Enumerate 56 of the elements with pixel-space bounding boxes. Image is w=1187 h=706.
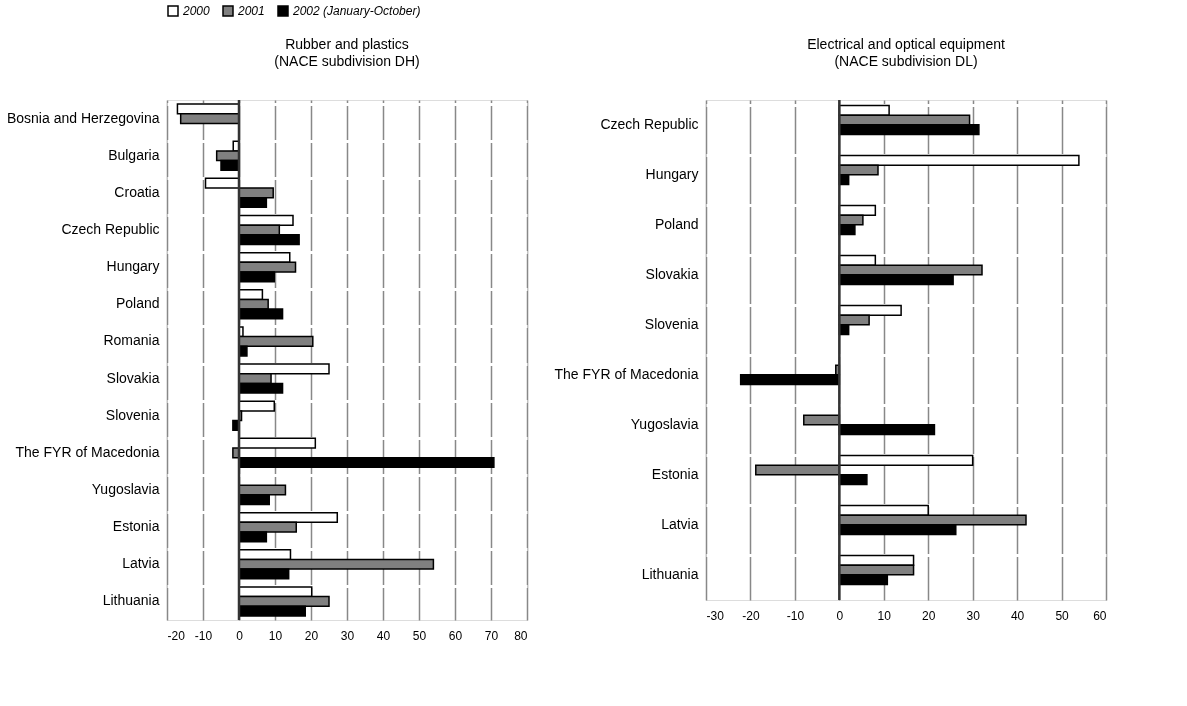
y-tick-label: Latvia: [122, 555, 160, 572]
chart-title: Electrical and optical equipment: [807, 35, 1005, 52]
x-tick-label: 30: [340, 628, 355, 643]
y-tick-label: The FYR of Macedonia: [15, 443, 160, 460]
x-tick-label: 40: [1010, 608, 1025, 623]
y-tick-label: The FYR of Macedonia: [554, 366, 699, 382]
chart-subtitle: (NACE subdivision DL): [834, 52, 978, 69]
x-tick-label: 20: [922, 608, 936, 623]
x-tick-label: -30: [706, 608, 725, 623]
y-tick-label: Czech Republic: [600, 116, 699, 132]
legend-label: 2001: [237, 4, 265, 18]
chart-subtitle: (NACE subdivision DH): [274, 52, 420, 69]
x-tick-label: -20: [742, 608, 760, 623]
y-tick-label: Hungary: [645, 166, 699, 182]
x-tick-label: 60: [448, 628, 463, 643]
x-tick-label: 50: [412, 628, 427, 643]
x-tick-label: -20: [167, 628, 186, 643]
y-tick-label: Croatia: [114, 183, 160, 200]
bar: [838, 424, 936, 436]
legend-label: 2000: [182, 4, 211, 18]
y-tick-label: Lithuania: [641, 566, 699, 582]
x-tick-label: 50: [1055, 608, 1070, 623]
x-tick-label: 70: [484, 628, 499, 643]
y-tick-label: Poland: [654, 216, 699, 232]
y-tick-label: Romania: [103, 332, 160, 349]
y-tick-label: Poland: [115, 295, 160, 312]
y-tick-label: Bulgaria: [108, 146, 160, 163]
y-tick-label: Bosnia and Herzegovina: [6, 109, 160, 126]
bar: [838, 474, 868, 486]
chart-title: Rubber and plastics: [285, 35, 409, 52]
y-tick-label: Estonia: [112, 518, 160, 535]
y-tick-label: Slovenia: [644, 316, 699, 332]
x-tick-label: 10: [268, 628, 283, 643]
y-tick-label: Slovakia: [106, 369, 160, 386]
bar: [238, 456, 495, 469]
y-tick-label: Slovenia: [105, 406, 160, 423]
x-tick-label: 10: [877, 608, 892, 623]
y-tick-label: Yugoslavia: [91, 481, 160, 497]
y-tick-label: Lithuania: [102, 592, 160, 609]
x-tick-label: -10: [194, 628, 213, 643]
y-tick-label: Slovakia: [645, 266, 699, 282]
x-tick-label: 0: [236, 628, 244, 643]
legend-label: 2002 (January-October): [292, 4, 421, 18]
y-tick-label: Latvia: [661, 516, 699, 532]
x-tick-label: 80: [514, 628, 528, 643]
x-tick-label: -10: [786, 608, 805, 623]
x-tick-label: 20: [304, 628, 319, 643]
y-tick-label: Yugoslavia: [630, 416, 699, 432]
x-tick-label: 60: [1093, 608, 1107, 623]
y-tick-label: Hungary: [106, 258, 160, 275]
x-tick-label: 40: [376, 628, 391, 643]
y-tick-label: Czech Republic: [61, 221, 160, 237]
x-tick-label: 0: [836, 608, 844, 623]
x-tick-label: 30: [966, 608, 981, 623]
y-tick-label: Estonia: [651, 466, 699, 482]
bar: [803, 414, 841, 426]
